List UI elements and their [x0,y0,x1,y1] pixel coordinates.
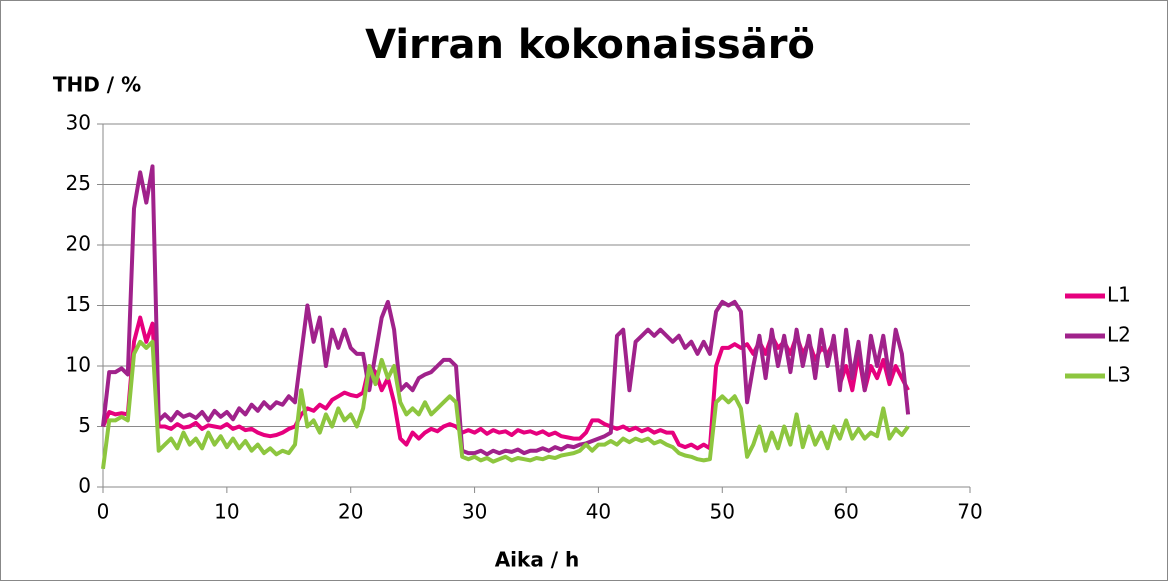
x-tick-label: 30 [462,500,487,524]
x-tick-label: 50 [710,500,735,524]
y-tick-label: 0 [78,474,91,498]
y-tick-label: 25 [66,171,91,195]
x-tick-label: 0 [97,500,110,524]
series-line [101,339,910,470]
legend-label: L1 [1107,283,1131,307]
y-axis-label: THD / % [53,73,141,97]
y-tick-label: 5 [78,413,91,437]
chart-title: Virran kokonaissärö [365,22,815,68]
x-tick-label: 10 [214,500,239,524]
y-tick-label: 30 [66,111,91,135]
legend-label: L2 [1107,323,1131,347]
y-tick-label: 15 [66,292,91,316]
y-tick-label: 10 [66,353,91,377]
series-line [101,164,911,457]
legend-label: L3 [1107,363,1131,387]
x-tick-label: 40 [586,500,611,524]
y-tick-label: 20 [66,232,91,256]
x-tick-label: 70 [957,500,982,524]
x-tick-label: 60 [833,500,858,524]
x-axis-label: Aika / h [495,548,580,572]
x-tick-label: 20 [338,500,363,524]
